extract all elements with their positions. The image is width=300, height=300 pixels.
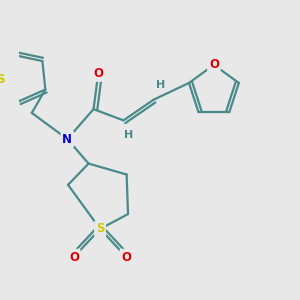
Text: O: O bbox=[121, 250, 131, 263]
Text: S: S bbox=[0, 74, 4, 86]
Text: N: N bbox=[62, 133, 72, 146]
Text: O: O bbox=[209, 58, 219, 71]
Text: S: S bbox=[96, 222, 104, 236]
Text: H: H bbox=[156, 80, 166, 90]
Text: H: H bbox=[124, 130, 133, 140]
Text: O: O bbox=[69, 250, 79, 263]
Text: O: O bbox=[93, 67, 103, 80]
